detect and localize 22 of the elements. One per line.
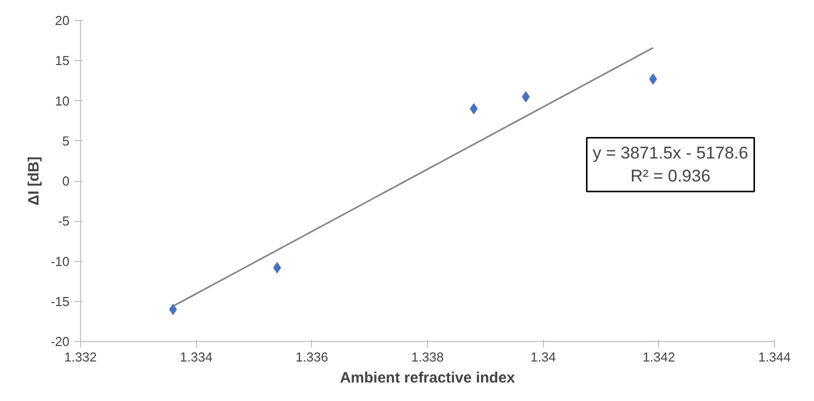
x-tick-label: 1.342: [642, 350, 676, 364]
y-tick-label: -10: [50, 254, 70, 269]
y-tick-label: 0: [62, 174, 70, 188]
x-tick-label: 1.332: [64, 350, 97, 364]
x-tick-label: 1.336: [296, 350, 328, 364]
x-axis-title: Ambient refractive index: [340, 370, 516, 386]
x-tick-label: 1.34: [530, 350, 556, 364]
x-tick-label: 1.334: [180, 350, 212, 364]
y-tick-label: -15: [50, 294, 70, 309]
y-tick-label: 20: [55, 13, 70, 28]
point: [522, 91, 530, 102]
y-tick-label: 10: [55, 93, 70, 108]
y-tick-label: 15: [55, 53, 70, 68]
annotation: R² = 0.936: [630, 166, 710, 186]
x-tick-label: 1.344: [758, 350, 791, 364]
point: [470, 103, 478, 114]
y-tick-label: 5: [62, 133, 70, 148]
x-tick-label: 1.338: [411, 350, 444, 364]
y-tick-label: -20: [50, 334, 70, 349]
y-axis-title: ΔI [dB]: [26, 156, 43, 206]
annotation: y = 3871.5x - 5178.6: [592, 144, 748, 163]
y-tick-label: -5: [58, 214, 70, 229]
